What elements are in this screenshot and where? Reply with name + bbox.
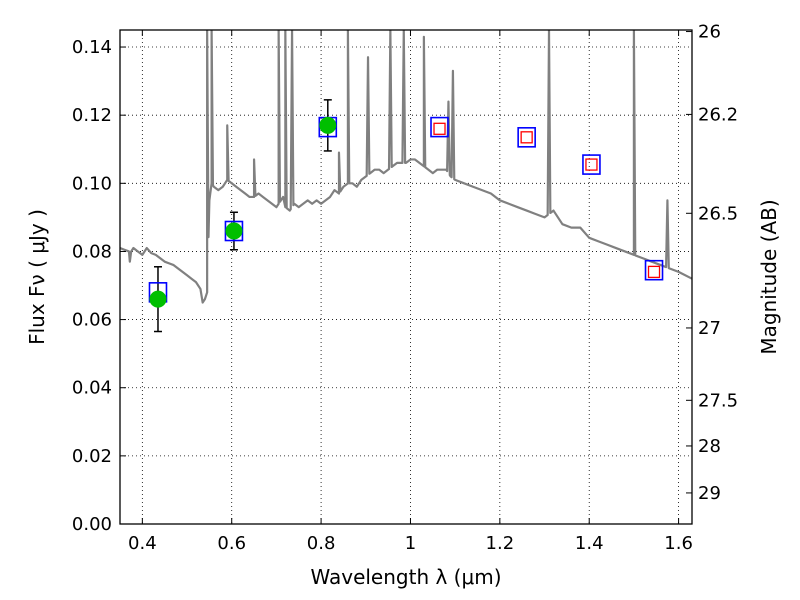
y-tick-label: 0.00	[72, 514, 112, 535]
y-tick-label: 0.06	[72, 310, 112, 331]
x-tick-label: 1.6	[664, 533, 693, 554]
model-square	[582, 154, 601, 175]
x-tick-label: 1.4	[575, 533, 604, 554]
x-tick-label: 0.8	[307, 533, 336, 554]
observed-point	[149, 290, 167, 308]
mag-tick-label: 26	[698, 22, 721, 43]
upper-limit-square	[647, 265, 661, 279]
y-tick-label: 0.08	[72, 241, 112, 262]
observed-point	[225, 222, 243, 240]
mag-tick-label: 26.2	[698, 104, 738, 125]
x-tick-label: 1.2	[486, 533, 515, 554]
y-axis-title: Flux Fν ( μJy )	[25, 209, 49, 345]
spectrum-line	[120, 30, 692, 304]
mag-tick-label: 27.5	[698, 390, 738, 411]
y-tick-label: 0.02	[72, 446, 112, 467]
x-tick-label: 0.6	[217, 533, 246, 554]
upper-limit-square	[520, 131, 533, 144]
x-tick-label: 1	[405, 533, 416, 554]
y-tick-label: 0.12	[72, 105, 112, 126]
observed-point	[319, 116, 337, 134]
photometry-points-layer	[148, 99, 664, 333]
y-tick-label: 0.14	[72, 37, 112, 58]
model-square	[517, 127, 536, 148]
mag-tick-label: 29	[698, 483, 721, 504]
spectrum-line-layer	[120, 30, 692, 304]
mag-tick-label: 28	[698, 436, 721, 457]
grid	[120, 30, 692, 524]
upper-limit-square	[585, 158, 598, 171]
x-tick-label: 0.4	[128, 533, 157, 554]
y-tick-label: 0.10	[72, 173, 112, 194]
y-axis-right-title: Magnitude (AB)	[757, 199, 781, 354]
x-axis-title: Wavelength λ (μm)	[310, 565, 501, 589]
axis-ticks: 0.4 0.6 0.8 1 1.2 1.4 1.6 0.00 0.02 0.04 0.06 0.08 0…	[72, 22, 738, 554]
mag-tick-label: 27	[698, 318, 721, 339]
model-square	[430, 116, 449, 138]
upper-limit-square	[433, 122, 446, 135]
plot-frame	[119, 29, 693, 525]
mag-tick-label: 26.5	[698, 203, 738, 224]
model-square	[644, 259, 664, 281]
y-tick-label: 0.04	[72, 378, 112, 399]
